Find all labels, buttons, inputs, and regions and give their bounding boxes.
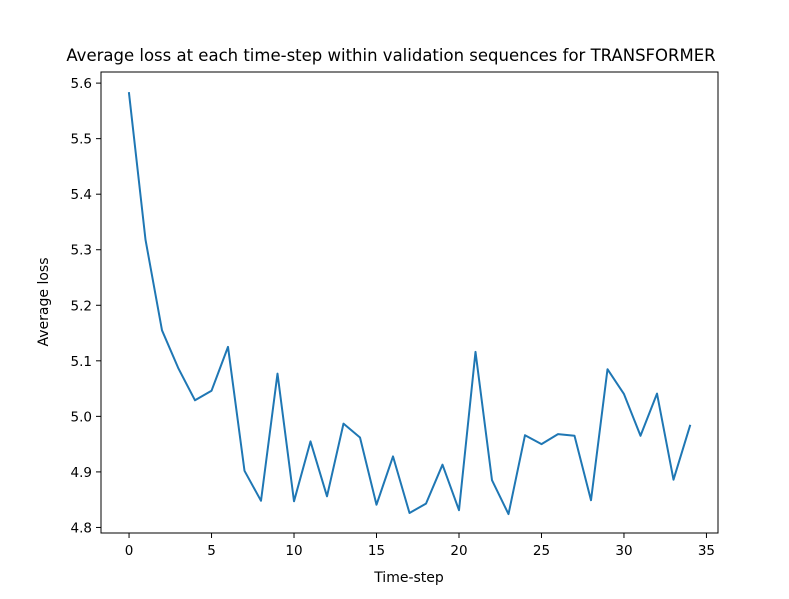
y-tick-label: 5.1 — [71, 354, 92, 370]
plot-area — [101, 72, 718, 533]
y-tick-label: 5.4 — [71, 187, 92, 203]
x-tick-label: 15 — [368, 543, 385, 559]
y-axis-ticks: 4.8 4.9 5.0 5.1 5.2 5.3 5.4 5.5 5.6 — [71, 76, 101, 536]
y-tick-label: 5.3 — [71, 243, 92, 259]
x-tick-label: 35 — [698, 543, 715, 559]
x-tick-label: 25 — [533, 543, 550, 559]
x-tick-label: 10 — [285, 543, 302, 559]
series-line-loss — [127, 91, 692, 516]
x-axis-label: Time-step — [373, 570, 444, 586]
y-tick-label: 4.9 — [71, 465, 92, 481]
x-tick-label: 5 — [207, 543, 216, 559]
y-tick-label: 5.5 — [71, 132, 92, 148]
y-axis-label: Average loss — [36, 258, 52, 347]
y-tick-label: 5.6 — [71, 76, 92, 92]
x-tick-label: 30 — [615, 543, 632, 559]
x-axis-ticks: 0 5 10 15 20 25 30 35 — [125, 533, 715, 559]
chart-title: Average loss at each time-step within va… — [66, 46, 715, 65]
x-tick-label: 0 — [125, 543, 134, 559]
plot-frame — [100, 71, 719, 534]
y-tick-label: 4.8 — [71, 520, 92, 536]
x-tick-label: 20 — [450, 543, 467, 559]
y-tick-label: 5.2 — [71, 298, 92, 314]
y-tick-label: 5.0 — [71, 409, 92, 425]
